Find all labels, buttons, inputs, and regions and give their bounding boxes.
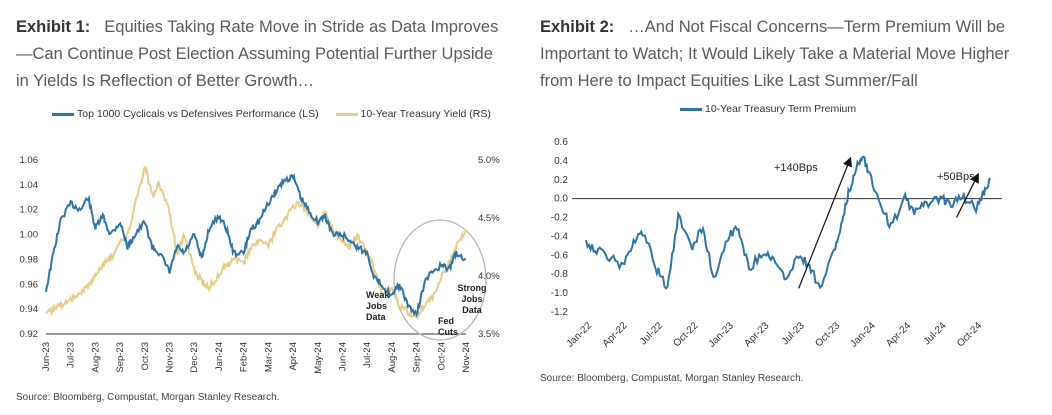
- x-tick-label: Apr-24: [884, 320, 913, 349]
- exhibit-2-source: Source: Bloomberg, Compustat, Morgan Sta…: [540, 373, 804, 384]
- x-tick-label: Jun-24: [337, 342, 348, 371]
- x-tick-label: Jul-23: [66, 342, 77, 368]
- x-tick-label: Nov-24: [461, 342, 472, 373]
- y-left-tick-label: 0.92: [20, 329, 39, 340]
- highlight-circle: [393, 219, 487, 341]
- x-tick-label: Jan-24: [848, 320, 878, 350]
- legend-item-yield: 10-Year Treasury Yield (RS): [335, 108, 491, 120]
- arrow-140bps: [798, 156, 852, 289]
- y-tick-label: 0.2: [554, 175, 568, 186]
- x-tick-label: Feb-24: [239, 342, 250, 372]
- legend-swatch-term-premium: [680, 107, 702, 111]
- exhibit-1-title-text: Equities Taking Rate Move in Stride as D…: [16, 18, 499, 90]
- y-left-tick-label: 0.96: [20, 279, 39, 290]
- legend-item-cyclicals: Top 1000 Cyclicals vs Defensives Perform…: [52, 108, 319, 120]
- y-right-tick-label: 5.0%: [478, 155, 500, 166]
- exhibit-1-legend: Top 1000 Cyclicals vs Defensives Perform…: [52, 108, 505, 120]
- x-tick-label: Oct-24: [436, 342, 447, 371]
- x-tick-label: Aug-23: [90, 342, 101, 373]
- series-line-term-premium: [585, 155, 992, 290]
- annotation-fed-cuts: Fed Cuts: [438, 316, 458, 337]
- x-tick-label: Oct-23: [813, 320, 842, 349]
- x-tick-label: Apr-22: [601, 320, 630, 349]
- x-tick-label: Jan-24: [214, 342, 225, 371]
- legend-swatch-cyclicals: [52, 112, 74, 116]
- exhibit-2-chart: 0.6 0.4 0.2 0.0 -0.2 -0.4 -0.6 -0.8 -1.0 -1.2 Jan-…: [551, 137, 1002, 350]
- y-tick-label: 0.6: [554, 137, 568, 148]
- x-tick-label: Jan-22: [565, 320, 595, 350]
- x-tick-label: Nov-23: [165, 342, 176, 373]
- y-right-tick-label: 4.5%: [478, 213, 500, 224]
- x-tick-label: Oct-22: [671, 320, 700, 349]
- exhibit-1-source: Source: Bloomberg, Compustat, Morgan Sta…: [16, 392, 280, 403]
- x-tick-label: May-24: [313, 342, 324, 374]
- y-tick-label: -1.0: [551, 288, 569, 299]
- legend-item-term-premium: 10-Year Treasury Term Premium: [680, 103, 856, 115]
- y-tick-label: -0.2: [551, 213, 569, 224]
- legend-label-term-premium: 10-Year Treasury Term Premium: [705, 103, 857, 115]
- legend-swatch-yield: [335, 112, 358, 116]
- x-tick-label: Jul-24: [922, 320, 949, 347]
- y-left-tick-label: 0.94: [20, 304, 39, 315]
- exhibit-2-legend: 10-Year Treasury Term Premium: [680, 103, 870, 115]
- annotation-140bps: +140Bps: [774, 162, 818, 174]
- y-left-tick-label: 1.00: [20, 230, 39, 241]
- y-left-tick-label: 1.04: [20, 180, 39, 191]
- x-tick-label: Jun-23: [41, 342, 52, 371]
- exhibit-1-chart: 0.92 0.94 0.96 0.98 1.00 1.02 1.04 1.06 3.5% 4.0%…: [20, 155, 501, 374]
- exhibit-2-title: Exhibit 2: …And Not Fiscal Concerns—Term …: [540, 14, 1045, 95]
- y-left-tick-label: 1.02: [20, 205, 39, 216]
- x-tick-label: Apr-24: [288, 342, 299, 371]
- exhibit-1-title: Exhibit 1: Equities Taking Rate Move in S…: [16, 14, 506, 95]
- exhibit-2-label: Exhibit 2:: [540, 18, 615, 36]
- annotation-weak-jobs: Weak Jobs Data: [366, 290, 390, 322]
- x-tick-label: Dec-23: [189, 342, 200, 373]
- exhibit-1: Exhibit 1: Equities Taking Rate Move in S…: [0, 0, 520, 415]
- x-tick-label: Mar-24: [263, 342, 274, 372]
- x-tick-label: Jan-23: [707, 320, 737, 350]
- legend-label-yield: 10-Year Treasury Yield (RS): [360, 108, 491, 120]
- x-tick-label: Sep-24: [412, 342, 423, 373]
- y-left-tick-label: 1.06: [20, 155, 39, 166]
- x-tick-label: Oct-24: [955, 320, 984, 349]
- annotation-strong-jobs: Strong Jobs Data: [458, 283, 487, 315]
- y-tick-label: -1.2: [551, 307, 569, 318]
- y-tick-label: 0.0: [554, 194, 568, 205]
- x-tick-label: Sep-23: [115, 342, 126, 373]
- series-line-cyclicals: [45, 172, 467, 318]
- x-tick-label: Jul-22: [638, 320, 665, 347]
- x-tick-label: Aug-24: [387, 342, 398, 373]
- arrow-50bps: [955, 172, 979, 218]
- y-right-tick-label: 3.5%: [478, 329, 500, 340]
- exhibit-2: Exhibit 2: …And Not Fiscal Concerns—Term …: [528, 0, 1052, 415]
- x-tick-label: Apr-23: [742, 320, 771, 349]
- y-tick-label: -0.6: [551, 250, 569, 261]
- exhibit-1-label: Exhibit 1:: [16, 18, 91, 36]
- exhibit-2-title-text: …And Not Fiscal Concerns—Term Premium Wi…: [540, 18, 1010, 90]
- legend-label-cyclicals: Top 1000 Cyclicals vs Defensives Perform…: [77, 108, 319, 120]
- y-tick-label: -0.4: [551, 231, 569, 242]
- x-tick-label: Jul-24: [362, 342, 373, 368]
- series-line-yield: [45, 166, 467, 320]
- y-left-tick-label: 0.98: [20, 254, 39, 265]
- annotation-50bps: +50Bps: [937, 171, 975, 183]
- y-right-tick-label: 4.0%: [478, 271, 500, 282]
- x-tick-label: Jul-23: [780, 320, 807, 347]
- x-tick-label: Oct-23: [140, 342, 151, 371]
- y-tick-label: 0.4: [554, 156, 568, 167]
- y-tick-label: -0.8: [551, 269, 569, 280]
